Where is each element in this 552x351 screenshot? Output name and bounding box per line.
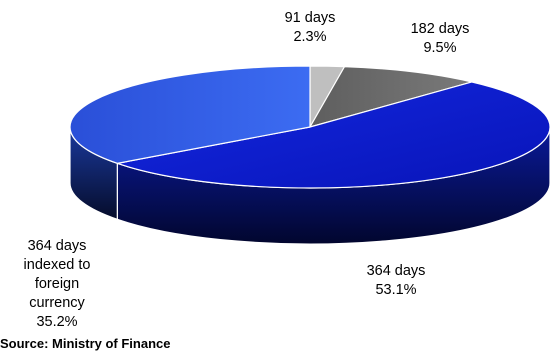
data-label-182-days: 182 days 9.5%: [411, 21, 470, 56]
data-label-364-days-indexed: 364 days indexed to foreign currency 35.2%: [24, 238, 91, 330]
data-label-364-days: 364 days 53.1%: [367, 263, 426, 298]
pie-tops: [70, 66, 550, 188]
data-label-91-days: 91 days 2.3%: [285, 10, 336, 45]
